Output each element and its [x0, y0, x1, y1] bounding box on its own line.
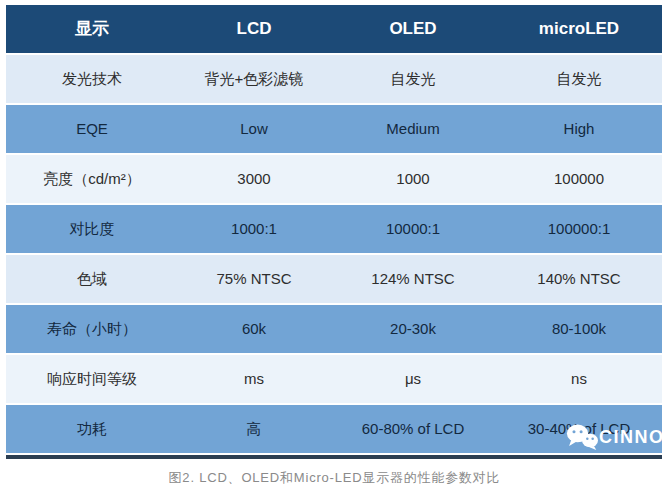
- cell-oled: 60-80% of LCD: [330, 405, 496, 453]
- cell-oled: 20-30k: [330, 305, 496, 353]
- table-row-response-time: 响应时间等级 ms μs ns: [6, 355, 662, 405]
- table-bottom-border: [6, 455, 662, 459]
- table-row-contrast: 对比度 1000:1 10000:1 100000:1: [6, 205, 662, 255]
- cell-oled: 124% NTSC: [330, 255, 496, 303]
- cell-lcd: 1000:1: [178, 205, 330, 253]
- cell-lcd: 背光+色彩滤镜: [178, 55, 330, 103]
- table-row-emission-tech: 发光技术 背光+色彩滤镜 自发光 自发光: [6, 55, 662, 105]
- table-row-power-consumption: 功耗 高 60-80% of LCD 30-40% of LCD: [6, 405, 662, 455]
- cell-microled: 30-40% of LCD: [496, 405, 662, 453]
- table-row-brightness: 亮度（cd/m²） 3000 1000 100000: [6, 155, 662, 205]
- row-label: EQE: [6, 105, 178, 153]
- cell-lcd: 60k: [178, 305, 330, 353]
- cell-microled: High: [496, 105, 662, 153]
- cell-microled: 自发光: [496, 55, 662, 103]
- row-label: 色域: [6, 255, 178, 303]
- table-row-lifetime: 寿命（小时） 60k 20-30k 80-100k: [6, 305, 662, 355]
- cell-oled: 10000:1: [330, 205, 496, 253]
- cell-microled: 100000: [496, 155, 662, 203]
- table-header-row: 显示 LCD OLED microLED: [6, 5, 662, 55]
- row-label: 发光技术: [6, 55, 178, 103]
- row-label: 对比度: [6, 205, 178, 253]
- cell-oled: 自发光: [330, 55, 496, 103]
- table-row-eqe: EQE Low Medium High: [6, 105, 662, 155]
- cell-lcd: ms: [178, 355, 330, 403]
- cell-lcd: Low: [178, 105, 330, 153]
- cell-lcd: 75% NTSC: [178, 255, 330, 303]
- cell-microled: 100000:1: [496, 205, 662, 253]
- cell-lcd: 高: [178, 405, 330, 453]
- row-label: 寿命（小时）: [6, 305, 178, 353]
- cell-microled: ns: [496, 355, 662, 403]
- column-header-lcd: LCD: [178, 5, 330, 53]
- cell-lcd: 3000: [178, 155, 330, 203]
- column-header-display: 显示: [6, 5, 178, 53]
- cell-oled: Medium: [330, 105, 496, 153]
- column-header-microled: microLED: [496, 5, 662, 53]
- cell-oled: μs: [330, 355, 496, 403]
- row-label: 功耗: [6, 405, 178, 453]
- cell-oled: 1000: [330, 155, 496, 203]
- row-label: 亮度（cd/m²）: [6, 155, 178, 203]
- column-header-oled: OLED: [330, 5, 496, 53]
- cell-microled: 80-100k: [496, 305, 662, 353]
- figure-caption: 图2. LCD、OLED和Micro-LED显示器的性能参数对比: [0, 469, 669, 487]
- display-comparison-table: 显示 LCD OLED microLED 发光技术 背光+色彩滤镜 自发光 自发…: [6, 5, 662, 459]
- figure-page: 显示 LCD OLED microLED 发光技术 背光+色彩滤镜 自发光 自发…: [0, 0, 669, 491]
- table-row-color-gamut: 色域 75% NTSC 124% NTSC 140% NTSC: [6, 255, 662, 305]
- row-label: 响应时间等级: [6, 355, 178, 403]
- cell-microled: 140% NTSC: [496, 255, 662, 303]
